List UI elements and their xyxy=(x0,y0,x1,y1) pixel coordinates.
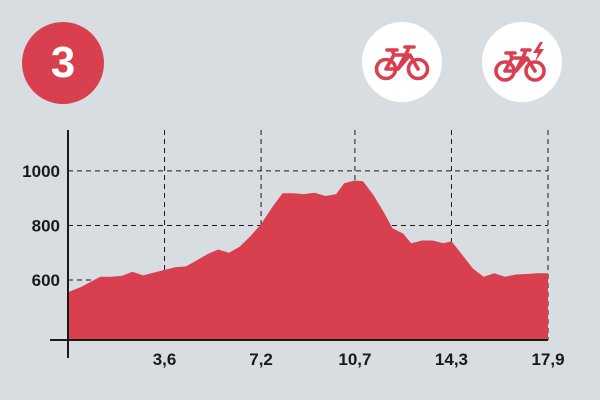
x-tick-label: 3,6 xyxy=(153,350,177,369)
y-tick-label: 1000 xyxy=(22,162,60,181)
y-tick-label: 800 xyxy=(32,216,60,235)
x-tick-label: 10,7 xyxy=(338,350,371,369)
elevation-area xyxy=(68,180,548,340)
ebike-mode-button[interactable] xyxy=(482,22,562,102)
tick-labels: 3,6 7,2 10,7 14,3 17,9 600 800 1000 xyxy=(22,162,564,369)
x-tick-label: 14,3 xyxy=(435,350,468,369)
axes xyxy=(50,130,548,358)
electric-bicycle-icon xyxy=(494,42,546,82)
stage-number-badge: 3 xyxy=(22,22,104,104)
bicycle-mode-button[interactable] xyxy=(362,22,442,102)
x-tick-label: 7,2 xyxy=(249,350,273,369)
y-tick-label: 600 xyxy=(32,271,60,290)
bicycle-icon xyxy=(374,45,430,81)
stage-number: 3 xyxy=(50,38,76,87)
x-tick-label: 17,9 xyxy=(531,350,564,369)
